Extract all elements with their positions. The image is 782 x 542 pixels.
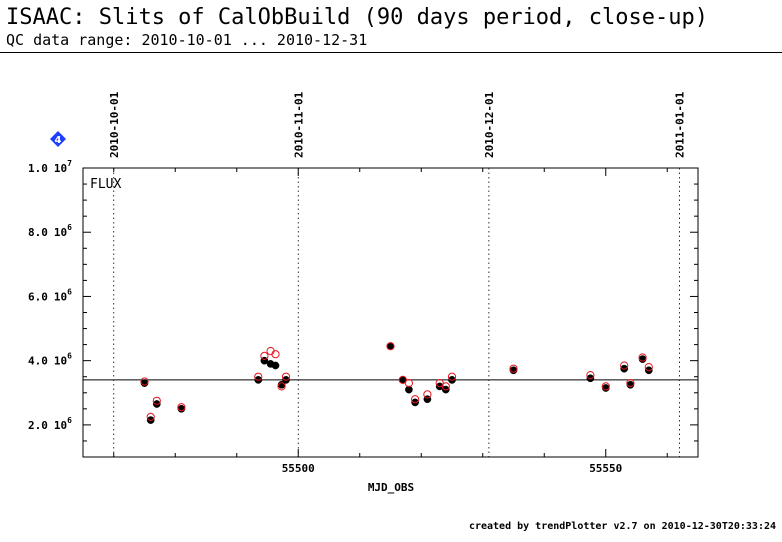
qc-data-range: QC data range: 2010-10-01 ... 2010-12-31 xyxy=(6,31,368,49)
date-markers: 2010-10-01 2010-11-01 2010-12-01 2011-01-01 xyxy=(108,91,687,457)
y-tick-label: 4.0 106 xyxy=(28,352,72,368)
header-divider xyxy=(0,52,782,53)
badge-label: 4 xyxy=(55,135,62,146)
y-tick-label: 6.0 106 xyxy=(28,287,72,303)
data-point-open xyxy=(271,350,280,359)
data-point-open xyxy=(152,396,161,405)
date-marker-label: 2011-01-01 xyxy=(674,91,687,158)
data-point-filled xyxy=(405,385,413,394)
data-points xyxy=(140,342,653,424)
data-point-open xyxy=(586,371,595,380)
y-tick-label: 1.0 107 xyxy=(28,159,72,175)
data-point-filled xyxy=(601,384,610,392)
data-point-filled xyxy=(626,380,635,389)
data-point-open xyxy=(441,382,450,391)
y-tick-label: 8.0 106 xyxy=(28,223,72,239)
data-point-open xyxy=(423,390,432,399)
data-point-open xyxy=(626,379,635,388)
data-point-open xyxy=(644,363,653,372)
data-point-filled xyxy=(177,404,186,413)
page-title: ISAAC: Slits of CalObBuild (90 days peri… xyxy=(6,5,708,30)
data-point-open xyxy=(447,372,457,381)
data-point-filled xyxy=(271,361,280,370)
data-point-open xyxy=(146,412,155,421)
date-marker-label: 2010-10-01 xyxy=(108,91,121,158)
data-point-filled xyxy=(140,379,149,387)
data-point-open xyxy=(277,382,286,391)
data-point-open xyxy=(404,379,413,388)
data-point-filled xyxy=(509,366,518,375)
plot-frame xyxy=(82,167,699,458)
data-point-filled xyxy=(638,355,647,363)
data-point-open xyxy=(177,403,186,412)
x-tick-label: 55500 xyxy=(282,462,315,475)
data-point-open xyxy=(620,361,629,370)
data-point-open xyxy=(386,342,395,351)
data-point-open xyxy=(140,377,149,386)
diamond-badge-icon: 4 xyxy=(50,131,66,147)
date-marker-label: 2010-11-01 xyxy=(292,91,305,158)
footer-credit: created by trendPlotter v2.7 on 2010-12-… xyxy=(468,521,776,532)
data-point-open xyxy=(638,353,647,362)
axis-ticks xyxy=(83,167,698,457)
data-point-open xyxy=(411,395,420,404)
x-tick-labels: 55500 55550 xyxy=(282,462,623,475)
date-marker-label: 2010-12-01 xyxy=(483,91,496,158)
panel-label-flux: FLUX xyxy=(90,177,121,192)
data-point-open xyxy=(435,379,444,388)
data-point-open xyxy=(254,372,263,381)
data-point-open xyxy=(281,372,291,381)
data-point-open xyxy=(601,382,610,391)
data-point-open xyxy=(260,351,269,360)
x-tick-label: 55550 xyxy=(589,462,622,475)
data-point-open xyxy=(509,364,518,373)
x-axis-label: MJD_OBS xyxy=(368,481,414,494)
y-tick-label: 2.0 106 xyxy=(28,416,72,432)
y-tick-labels: 2.0 106 4.0 106 6.0 106 8.0 106 1.0 107 xyxy=(28,159,72,432)
